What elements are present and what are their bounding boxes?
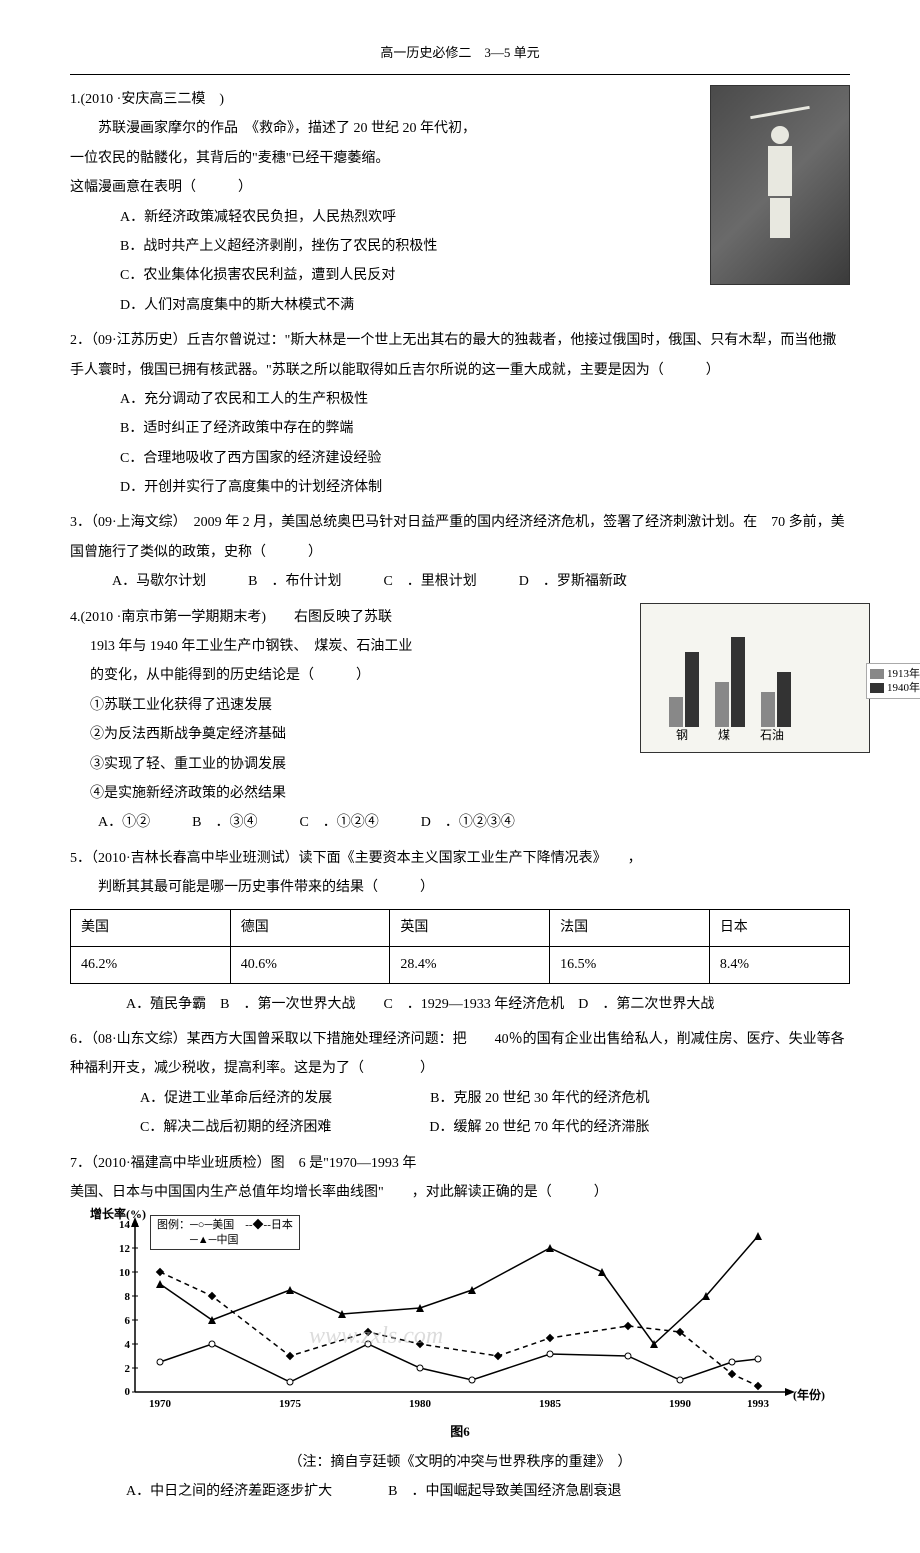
q4-chart: 钢 煤 石油 1913年 1940年 [640,603,870,753]
q2-option-c: C．合理地吸收了西方国家的经济建设经验 [70,444,850,473]
svg-text:4: 4 [125,1339,131,1351]
th-japan: 日本 [709,909,849,946]
legend-usa: 美国 [212,1219,234,1231]
q7-options: A．中日之间的经济差距逐步扩大 B ．中国崛起导致美国经济急剧衰退 [70,1477,850,1506]
svg-text:1975: 1975 [279,1398,302,1410]
x-label-coal: 煤 [718,723,730,747]
svg-text:1985: 1985 [539,1398,562,1410]
q4-options: A．①② B ．③④ C ．①②④ D ．①②③④ [70,808,850,837]
svg-text:0: 0 [125,1386,131,1398]
q5-stem-1: 5．（2010·吉林长春高中毕业班测试）读下面《主要资本主义国家工业生产下降情况… [70,844,850,873]
svg-text:1993: 1993 [747,1398,770,1410]
q3-options: A．马歇尔计划 B ．布什计划 C ．里根计划 D ．罗斯福新政 [70,567,850,596]
q6-options-2: C．解决二战后初期的经济困难 D．缓解 20 世纪 70 年代的经济滞胀 [70,1113,850,1142]
table-row-data: 46.2% 40.6% 28.4% 16.5% 8.4% [71,946,850,983]
line-chart-legend: 图例：─○─美国 --◆--日本 ─▲─中国 [150,1215,300,1250]
legend-japan: 日本 [271,1219,293,1231]
svg-text:1980: 1980 [409,1398,432,1410]
bar-coal-1940 [731,637,745,727]
q2-stem: 2．（09·江苏历史）丘吉尔曾说过："斯大林是一个世上无出其右的最大的独裁者，他… [70,326,850,385]
q2-option-a: A．充分调动了农民和工人的生产积极性 [70,385,850,414]
th-usa: 美国 [71,909,231,946]
th-france: 法国 [550,909,710,946]
svg-text:1990: 1990 [669,1398,692,1410]
legend-1940: 1940年 [887,681,920,695]
question-1: 1.(2010 ·安庆高三二模 ) 苏联漫画家摩尔的作品 《救命》，描述了 20… [70,85,850,320]
q2-option-b: B．适时纠正了经济政策中存在的弊端 [70,414,850,443]
q7-stem-1: 7．（2010·福建高中毕业班质检）图 6 是"1970—1993 年 [70,1149,850,1178]
legend-china: 中国 [216,1234,238,1246]
svg-text:12: 12 [119,1243,131,1255]
bar-group-steel [669,652,699,727]
q5-stem-2: 判断其其最可能是哪一历史事件带来的结果（ ） [70,873,850,902]
header-divider [70,74,850,75]
gdp-growth-line-chart: 增长率(%) 图例：─○─美国 --◆--日本 ─▲─中国 www.zxls.c… [90,1207,820,1417]
bar-oil-1940 [777,672,791,727]
bar-group-coal [715,637,745,727]
q6-options-1: A．促进工业革命后经济的发展 B．克服 20 世纪 30 年代的经济危机 [70,1084,850,1113]
q6-stem: 6．（08·山东文综）某西方大国曾采取以下措施处理经济问题：把 40％的国有企业… [70,1025,850,1084]
svg-text:2: 2 [125,1363,131,1375]
svg-text:6: 6 [125,1315,131,1327]
bar-coal-1913 [715,682,729,727]
svg-text:10: 10 [119,1267,131,1279]
chart-title: 图6 [70,1419,850,1445]
table-row-header: 美国 德国 英国 法国 日本 [71,909,850,946]
svg-text:1970: 1970 [149,1398,172,1410]
td-uk: 28.4% [390,946,550,983]
q5-options: A．殖民争霸 B ．第一次世界大战 C ．1929—1933 年经济危机 D ．… [70,990,850,1019]
q3-stem: 3．（09·上海文综） 2009 年 2 月，美国总统奥巴马针对日益严重的国内经… [70,508,850,567]
question-3: 3．（09·上海文综） 2009 年 2 月，美国总统奥巴马针对日益严重的国内经… [70,508,850,596]
question-6: 6．（08·山东文综）某西方大国曾采取以下措施处理经济问题：把 40％的国有企业… [70,1025,850,1143]
legend-label: 图例： [157,1219,190,1231]
td-germany: 40.6% [230,946,390,983]
bar-group-oil [761,672,791,727]
y-axis-label: 增长率(%) [90,1202,146,1226]
industrial-decline-table: 美国 德国 英国 法国 日本 46.2% 40.6% 28.4% 16.5% 8… [70,909,850,984]
q4-opt-4: ④是实施新经济政策的必然结果 [70,779,850,808]
q2-option-d: D．开创并实行了高度集中的计划经济体制 [70,473,850,502]
td-usa: 46.2% [71,946,231,983]
th-germany: 德国 [230,909,390,946]
x-axis-label: (年份) [793,1383,825,1407]
bar-chart-legend: 1913年 1940年 [866,663,920,700]
bar-oil-1913 [761,692,775,727]
bar-steel-1940 [685,652,699,727]
bar-chart-soviet-industry: 钢 煤 石油 1913年 1940年 [640,603,870,753]
cartoon-skeleton-image [710,85,850,285]
svg-text:8: 8 [125,1291,131,1303]
q4-opt-3: ③实现了轻、重工业的协调发展 [70,750,850,779]
td-japan: 8.4% [709,946,849,983]
th-uk: 英国 [390,909,550,946]
question-4: 钢 煤 石油 1913年 1940年 4.(2010 ·南京市第一学期期末考) … [70,603,850,838]
x-label-oil: 石油 [760,723,784,747]
chart-note: （注：摘自亨廷顿《文明的冲突与世界秩序的重建》 ） [70,1449,850,1477]
question-2: 2．（09·江苏历史）丘吉尔曾说过："斯大林是一个世上无出其右的最大的独裁者，他… [70,326,850,502]
td-france: 16.5% [550,946,710,983]
question-5: 5．（2010·吉林长春高中毕业班测试）读下面《主要资本主义国家工业生产下降情况… [70,844,850,1019]
page-header: 高一历史必修二 3—5 单元 [70,40,850,66]
legend-1913: 1913年 [887,667,920,681]
question-7: 7．（2010·福建高中毕业班质检）图 6 是"1970—1993 年 美国、日… [70,1149,850,1507]
q1-image [710,85,850,285]
x-label-steel: 钢 [676,723,688,747]
q7-stem-2: 美国、日本与中国国内生产总值年均增长率曲线图" ，对此解读正确的是（ ） [70,1178,850,1207]
q1-option-d: D．人们对高度集中的斯大林模式不满 [70,291,850,320]
